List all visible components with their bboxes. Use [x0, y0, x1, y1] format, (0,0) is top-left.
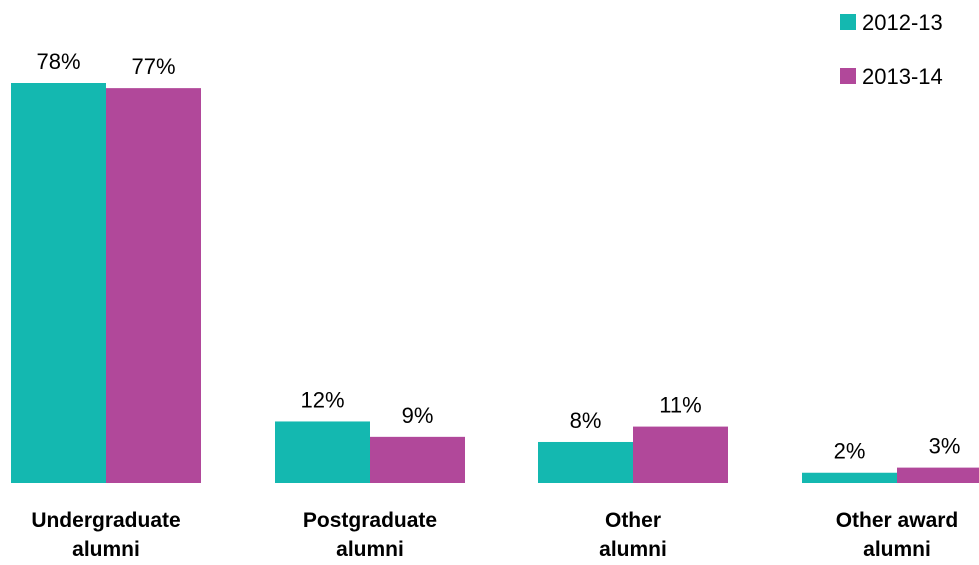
category-label-other-award-alumni: Other award alumni [836, 509, 959, 561]
bar-undergraduate-alumni-2013-14 [106, 88, 201, 483]
value-label-other-alumni-2012-13: 8% [570, 408, 602, 433]
legend-label-2012-13: 2012-13 [862, 10, 943, 35]
category-label-postgraduate-alumni: Postgraduate alumni [303, 509, 437, 561]
bar-other-award-alumni-2013-14 [897, 467, 979, 483]
bar-other-alumni-2012-13 [538, 441, 633, 483]
value-label-other-award-alumni-2012-13: 2% [834, 439, 866, 464]
legend-label-2013-14: 2013-14 [862, 64, 943, 89]
value-label-postgraduate-alumni-2012-13: 12% [300, 387, 344, 412]
bar-other-alumni-2013-14 [633, 426, 728, 483]
legend-swatch-2012-13 [840, 14, 856, 30]
value-labels-group: 78% 77% 12% 9% 8% 11% 2% 3% [36, 49, 960, 464]
legend-swatch-2013-14 [840, 68, 856, 84]
value-label-postgraduate-alumni-2013-14: 9% [402, 403, 434, 428]
value-label-other-award-alumni-2013-14: 3% [929, 434, 961, 459]
value-label-undergraduate-alumni-2012-13: 78% [36, 49, 80, 74]
bars-group [11, 83, 979, 483]
bar-postgraduate-alumni-2012-13 [275, 421, 370, 483]
bar-undergraduate-alumni-2012-13 [11, 83, 106, 483]
bar-other-award-alumni-2012-13 [802, 472, 897, 483]
category-label-other-alumni: Other alumni [599, 509, 667, 561]
bar-postgraduate-alumni-2013-14 [370, 436, 465, 483]
category-labels-group: Undergraduate alumni Postgraduate alumni Oth… [31, 509, 958, 561]
legend: 2012-13 2013-14 [840, 10, 943, 89]
value-label-undergraduate-alumni-2013-14: 77% [131, 54, 175, 79]
category-label-undergraduate-alumni: Undergraduate alumni [31, 509, 180, 561]
value-label-other-alumni-2013-14: 11% [659, 393, 701, 418]
